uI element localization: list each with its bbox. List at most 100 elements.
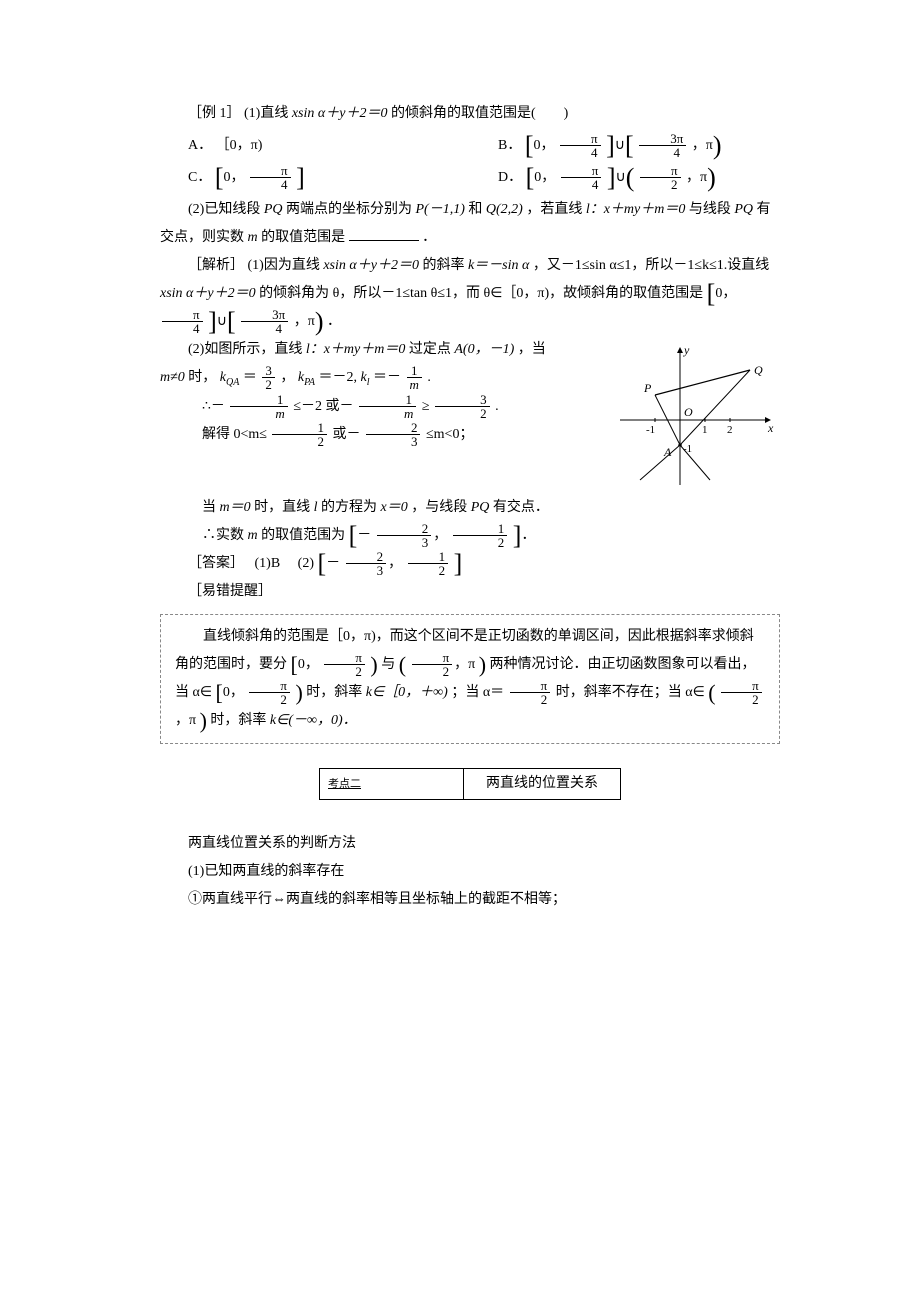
t: (2) [298, 556, 314, 571]
t: ∴－ [202, 399, 225, 414]
n: 2 [377, 522, 432, 536]
options-row: A． ［0，π) B． [0， π4 ]∪[ 3π4 ，π) [160, 132, 780, 160]
num: π [560, 132, 601, 146]
t: ，π [294, 314, 315, 329]
n: 3 [435, 393, 490, 407]
t: P(－1,1) [416, 202, 465, 217]
warning-p1: 直线倾斜角的范围是［0，π)，而这个区间不是正切函数的单调区间，因此根据斜率求倾… [175, 623, 765, 735]
d: 2 [408, 564, 449, 577]
d: m [359, 407, 416, 420]
n: 2 [366, 421, 421, 435]
t: 两端点的坐标分别为 [286, 202, 412, 217]
t: l：x＋my＋m＝0 [586, 202, 686, 217]
section-title-cell: 两直线的位置关系 [464, 769, 620, 799]
n: π [324, 651, 365, 665]
d: 2 [721, 693, 762, 706]
t: ，若直线 [526, 202, 582, 217]
t: . [495, 399, 499, 414]
t: ∴实数 [202, 528, 244, 543]
t: A(0，－1) [454, 342, 514, 357]
t: 过定点 [409, 342, 451, 357]
n: 3 [262, 364, 275, 378]
d: 3 [366, 435, 421, 448]
option-d: D． [0， π4 ]∪( π2 ，π) [470, 164, 780, 192]
solution-label: ［解析］ [188, 258, 244, 273]
t: (1)B [255, 556, 281, 571]
t: 当 [202, 500, 216, 515]
t: ≤m<0； [426, 427, 473, 442]
t: (1)因为直线 [248, 258, 320, 273]
n: 1 [453, 522, 508, 536]
t: Q(2,2) [486, 202, 523, 217]
d: 2 [324, 665, 365, 678]
t: ≤－2 或－ [293, 399, 353, 414]
t: xsin α＋y＋2＝0 [160, 286, 259, 301]
den: 2 [640, 178, 681, 191]
t: ． [422, 230, 436, 245]
num: π [561, 164, 602, 178]
option-b: B． [0， π4 ]∪[ 3π4 ，π) [470, 132, 780, 160]
den: 4 [639, 146, 686, 159]
option-c: C． [0， π4 ] [160, 164, 470, 192]
example-label: ［例 1］ [188, 106, 241, 121]
d: 2 [272, 435, 327, 448]
solution-p6: 当 m＝0 时，直线 l 的方程为 x＝0 ，与线段 PQ 有交点． [160, 494, 780, 522]
d: 2 [435, 407, 490, 420]
t: 的斜率 [422, 258, 464, 273]
t: l：x＋my＋m＝0 [306, 342, 409, 357]
origin: O [684, 405, 693, 419]
t: 时，直线 [254, 500, 310, 515]
example1-q2: (2)已知线段 PQ 两端点的坐标分别为 P(－1,1) 和 Q(2,2) ，若… [160, 196, 780, 252]
t: 时， [188, 370, 216, 385]
n: 1 [230, 393, 287, 407]
text: (1)直线 [244, 106, 288, 121]
t: l [314, 500, 318, 515]
t: m≠0 [160, 370, 185, 385]
blank-field [349, 227, 419, 241]
n: 1 [407, 364, 422, 378]
sub: l [367, 377, 370, 388]
graph-figure: y x P Q O A -1 1 2 -1 [610, 340, 780, 490]
num: 3π [639, 132, 686, 146]
spacer [160, 800, 780, 830]
options-row: C． [0， π4 ] D． [0， π4 ]∪( π2 ，π) [160, 164, 780, 192]
n: π [412, 651, 453, 665]
t: ，与线段 [411, 500, 467, 515]
t: m＝0 [220, 500, 251, 515]
t: ． [327, 314, 341, 329]
section-header-box: 考点二 两直线的位置关系 [319, 768, 621, 800]
t: 的取值范围是 [261, 230, 345, 245]
n: 1 [408, 550, 449, 564]
body-p3: ①两直线平行⇔两直线的斜率相等且坐标轴上的截距不相等； [160, 886, 780, 914]
t: 或－ [332, 427, 360, 442]
d: 2 [453, 536, 508, 549]
n: 1 [359, 393, 416, 407]
opt-label: C． [188, 170, 211, 185]
n: 1 [272, 421, 327, 435]
t: 时，斜率 [210, 713, 266, 728]
num: π [250, 164, 291, 178]
equation: xsin α＋y＋2＝0 [292, 106, 391, 121]
answer-line: ［答案］ (1)B (2) [－ 23， 12 ] [160, 550, 780, 578]
t: ；当 α＝ [451, 685, 504, 700]
t: PQ [471, 500, 490, 515]
document-page: ［例 1］ (1)直线 xsin α＋y＋2＝0 的倾斜角的取值范围是( ) A… [0, 0, 920, 1302]
t: 解得 0<m≤ [202, 427, 267, 442]
d: 4 [162, 322, 203, 335]
t: ＝ [243, 370, 257, 385]
d: 2 [510, 693, 551, 706]
d: 2 [262, 378, 275, 391]
opt-label: D． [498, 170, 522, 185]
t: ， [280, 370, 294, 385]
warning-label: ［易错提醒］ [160, 578, 780, 606]
t: 0， [534, 138, 555, 153]
t: ，π [686, 170, 707, 185]
t: 与线段 [689, 202, 731, 217]
t: 0， [715, 286, 736, 301]
t: ，又－1≤sin α≤1，所以－1≤k≤1.设直线 [533, 258, 769, 273]
axis-x-label: x [767, 421, 774, 435]
t: 时，斜率 [306, 685, 362, 700]
n: π [249, 679, 290, 693]
body-p2: (1)已知两直线的斜率存在 [160, 858, 780, 886]
t: k∈［0，＋∞) [366, 685, 448, 700]
